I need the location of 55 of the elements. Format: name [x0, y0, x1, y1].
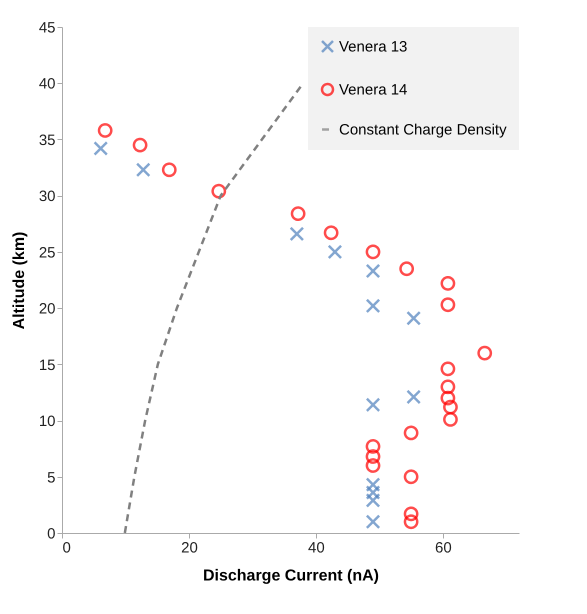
x-tick-label: 40 [308, 540, 325, 556]
y-tick-label: 20 [38, 300, 56, 318]
point [366, 244, 380, 260]
point [440, 297, 456, 312]
point [366, 449, 380, 464]
point [399, 261, 414, 276]
point [289, 226, 304, 242]
point [366, 298, 380, 314]
point [366, 493, 380, 508]
x-tick-label: 60 [434, 540, 452, 556]
point [366, 397, 380, 412]
point [404, 514, 418, 530]
point [328, 244, 342, 260]
point [132, 138, 148, 152]
point [366, 485, 380, 500]
legend-label: Venera 13 [339, 38, 408, 56]
point [440, 379, 456, 394]
point [404, 426, 418, 440]
point [366, 264, 380, 278]
point [290, 206, 306, 222]
point [93, 141, 108, 156]
point [440, 276, 456, 291]
point [366, 514, 380, 530]
y-tick-label: 45 [38, 20, 56, 36]
y-tick-label: 40 [38, 76, 56, 93]
legend-label: Constant Charge Density [339, 122, 508, 138]
point [443, 412, 458, 427]
point [162, 162, 177, 178]
x-axis-title: Discharge Current (nA) [202, 568, 380, 584]
y-tick-label: 5 [47, 469, 56, 486]
point [406, 310, 422, 326]
point [404, 506, 418, 522]
x-tick-label: 0 [62, 540, 71, 556]
legend-label: Venera 14 [339, 82, 408, 98]
y-tick-label: 10 [38, 413, 56, 430]
point [440, 361, 456, 376]
y-tick-label: 30 [38, 188, 56, 206]
point [98, 123, 113, 138]
point [366, 458, 380, 473]
y-tick-label: 0 [47, 526, 56, 542]
y-tick-label: 35 [38, 132, 56, 149]
point [440, 390, 456, 406]
point [324, 225, 338, 240]
point [406, 390, 422, 404]
x-tick-label: 20 [181, 540, 198, 556]
point [366, 477, 380, 492]
y-axis-title: Altitude (km) [10, 232, 28, 330]
point [136, 162, 151, 178]
y-tick-label: 25 [38, 244, 56, 262]
point [443, 400, 458, 414]
point [366, 439, 380, 454]
point [404, 469, 418, 484]
y-tick-label: 15 [38, 356, 56, 374]
point [211, 184, 226, 199]
point [477, 346, 492, 360]
